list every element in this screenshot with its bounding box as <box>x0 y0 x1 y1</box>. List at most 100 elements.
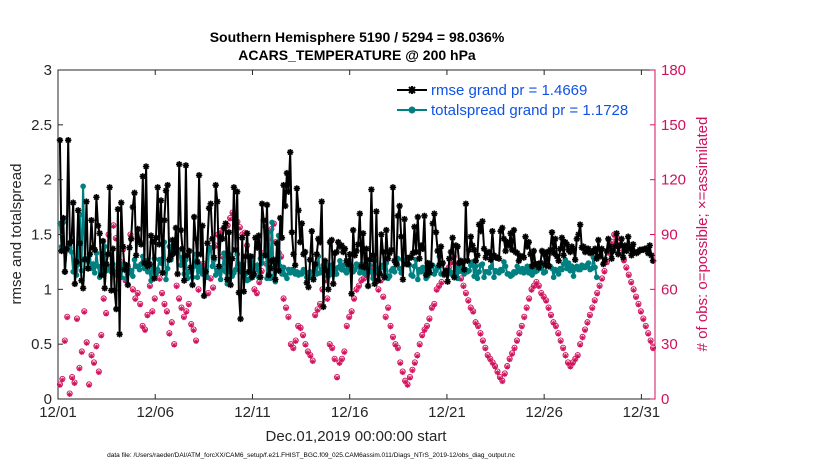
rmse-point <box>394 212 402 220</box>
rmse-point <box>101 285 108 292</box>
rmse-point <box>459 259 466 267</box>
spread-point <box>178 262 184 269</box>
rmse-point <box>288 229 296 236</box>
rmse-point <box>328 236 335 244</box>
rmse-point <box>464 257 471 265</box>
rmse-point <box>200 292 208 300</box>
obs-assimilated-marker <box>147 284 153 290</box>
rmse-point <box>93 194 100 201</box>
rmse-point <box>570 246 577 254</box>
obs-assimilated-marker <box>594 291 600 297</box>
rmse-point <box>292 262 299 269</box>
y-left-tick-label: 0.5 <box>31 336 52 353</box>
rmse-point <box>379 248 387 256</box>
obs-assimilated-marker <box>339 357 345 363</box>
rmse-point <box>629 241 637 248</box>
obs-assimilated-marker <box>302 342 308 348</box>
obs-assimilated-marker <box>628 280 634 286</box>
rmse-point <box>263 201 271 209</box>
rmse-point <box>81 256 88 263</box>
rmse-point <box>421 212 428 220</box>
obs-assimilated-marker <box>577 342 583 348</box>
obs-assimilated-marker <box>575 353 581 359</box>
rmse-point <box>187 264 195 271</box>
obs-assimilated-marker <box>414 353 420 359</box>
obs-assimilated-marker <box>465 298 471 304</box>
obs-assimilated-marker <box>178 306 184 312</box>
obs-assimilated-marker <box>256 280 262 286</box>
obs-assimilated-marker <box>186 302 192 308</box>
spread-point <box>217 276 224 283</box>
obs-assimilated-marker <box>648 339 654 345</box>
rmse-point <box>262 252 269 259</box>
rmse-point <box>510 226 518 234</box>
spread-point <box>486 270 492 276</box>
obs-assimilated-marker <box>176 296 182 302</box>
obs-assimilated-marker <box>439 280 445 286</box>
rmse-point <box>411 223 418 231</box>
rmse-point <box>106 184 113 191</box>
x-axis-label: Dec.01,2019 00:00:00 start <box>266 428 448 445</box>
x-tick-label: 12/26 <box>525 404 563 421</box>
rmse-point <box>190 213 198 221</box>
rmse-point <box>238 234 246 241</box>
rmse-point <box>575 231 582 238</box>
y-right-tick-label: 30 <box>661 336 678 353</box>
rmse-point <box>277 214 284 222</box>
rmse-point <box>235 289 243 296</box>
rmse-point <box>142 163 150 170</box>
obs-assimilated-marker <box>429 306 435 312</box>
rmse-point <box>114 206 122 213</box>
obs-assimilated-marker <box>640 317 646 323</box>
rmse-point <box>369 252 377 259</box>
obs-assimilated-marker <box>57 382 63 388</box>
spread-point <box>570 273 577 279</box>
series-layer <box>56 136 657 338</box>
rmse-point <box>275 267 282 274</box>
spread-point <box>555 271 562 277</box>
rmse-point <box>74 207 82 214</box>
obs-assimilated-marker <box>195 287 201 293</box>
obs-assimilated-marker <box>417 342 423 348</box>
legend: rmse grand pr = 1.4669 totalspread grand… <box>393 78 645 122</box>
rmse-point <box>283 169 291 177</box>
rmse-point <box>270 256 277 263</box>
rmse-point <box>229 255 236 262</box>
rmse-point <box>603 247 610 255</box>
y-axis-left-label: rmse and totalspread <box>8 164 25 305</box>
obs-assimilated-marker <box>254 291 260 297</box>
obs-assimilated-marker <box>507 357 513 363</box>
rmse-point <box>63 245 70 252</box>
rmse-point <box>525 238 533 246</box>
rmse-point <box>298 220 306 227</box>
y-right-tick-label: 90 <box>661 227 678 244</box>
spread-point <box>154 266 161 273</box>
obs-assimilated-marker <box>524 306 530 312</box>
spread-point <box>284 275 290 282</box>
obs-assimilated-marker <box>529 287 535 293</box>
rmse-point <box>384 255 392 262</box>
obs-assimilated-marker <box>354 287 359 293</box>
rmse-point <box>124 281 132 289</box>
rmse-point <box>333 248 340 256</box>
rmse-point <box>325 286 332 293</box>
rmse-point <box>109 245 117 252</box>
rmse-point <box>404 260 412 268</box>
spread-point <box>280 264 287 271</box>
obs-assimilated-marker <box>159 291 165 297</box>
rmse-point <box>618 235 625 243</box>
rmse-point <box>595 236 602 244</box>
obs-assimilated-marker <box>626 273 632 279</box>
obs-assimilated-marker <box>400 370 406 376</box>
obs-assimilated-marker <box>300 333 306 339</box>
rmse-point <box>287 149 294 156</box>
rmse-point <box>174 270 181 278</box>
obs-assimilated-marker <box>356 284 362 290</box>
rmse-point <box>401 215 408 223</box>
obs-assimilated-marker <box>422 328 428 334</box>
obs-assimilated-marker <box>152 296 158 302</box>
rmse-point <box>257 274 264 281</box>
obs-assimilated-marker <box>512 346 518 352</box>
spread-point <box>221 250 227 256</box>
rmse-point <box>366 256 373 263</box>
